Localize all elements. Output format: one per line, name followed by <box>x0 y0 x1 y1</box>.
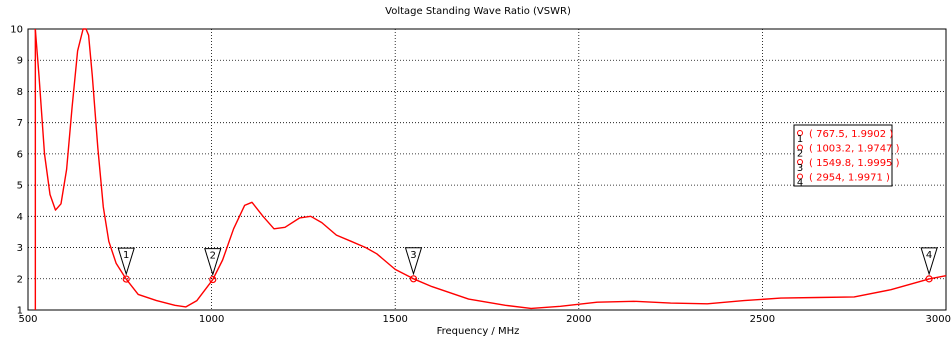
y-tick-label: 5 <box>17 181 23 192</box>
plot-frame <box>27 28 947 311</box>
x-tick-label: 3000 <box>926 314 951 325</box>
y-tick-label: 8 <box>17 87 23 98</box>
marker-number: 2 <box>210 251 216 262</box>
legend-marker-icon <box>797 130 803 136</box>
marker-number: 3 <box>410 250 416 261</box>
marker-group: 1 2 3 4 <box>117 247 938 284</box>
grid-group <box>28 29 946 310</box>
marker-point <box>409 275 418 283</box>
marker-point <box>925 275 933 283</box>
x-tick-label: 500 <box>18 314 37 325</box>
y-tick-label: 10 <box>10 25 23 36</box>
legend-frame <box>793 124 893 187</box>
y-tick-label: 4 <box>17 212 23 223</box>
legend-entry: ( 2954, 1.9971 ) <box>809 173 890 184</box>
legend-marker-number: 2 <box>797 149 803 160</box>
legend-box: 1 ( 767.5, 1.9902 ) 2 ( 1003.2, 1.9747 ) 3 ( … <box>793 124 900 189</box>
marker-flag <box>117 247 135 276</box>
y-tick-label: 2 <box>17 274 23 285</box>
marker-flag <box>404 247 423 276</box>
x-tick-label: 2000 <box>566 314 591 325</box>
legend-marker-icon <box>797 144 803 151</box>
y-tick-labels: 1 2 3 4 5 6 7 8 9 10 <box>10 25 23 317</box>
series-group <box>34 28 947 310</box>
legend-marker-number: 4 <box>797 178 803 189</box>
legend-entry: ( 1003.2, 1.9747 ) <box>809 144 900 155</box>
legend-marker-icon <box>797 159 803 165</box>
marker-flag <box>920 247 938 276</box>
marker-number: 4 <box>926 250 932 261</box>
x-axis-label: Frequency / MHz <box>437 326 520 337</box>
x-tick-label: 1500 <box>382 314 407 325</box>
y-tick-label: 7 <box>17 118 23 129</box>
vswr-series-line <box>34 28 947 310</box>
y-tick-label: 3 <box>17 243 23 254</box>
legend-entry: ( 1549.8, 1.9995 ) <box>809 158 900 169</box>
legend-marker-number: 1 <box>797 134 803 145</box>
y-tick-label: 6 <box>17 149 23 160</box>
marker-point <box>122 275 130 283</box>
chart-title: Voltage Standing Wave Ratio (VSWR) <box>385 6 571 17</box>
legend-entry: ( 767.5, 1.9902 ) <box>809 129 893 140</box>
x-tick-labels: 500 1000 1500 2000 2500 3000 <box>18 314 951 325</box>
legend-marker-icon <box>797 173 803 180</box>
x-tick-label: 1000 <box>199 314 224 325</box>
marker-number: 1 <box>123 250 129 261</box>
legend-marker-number: 3 <box>797 163 803 174</box>
marker-point <box>209 275 217 284</box>
y-tick-label: 1 <box>17 306 23 317</box>
y-tick-label: 9 <box>17 56 23 67</box>
x-tick-label: 2500 <box>750 314 775 325</box>
marker-flag <box>204 248 222 277</box>
